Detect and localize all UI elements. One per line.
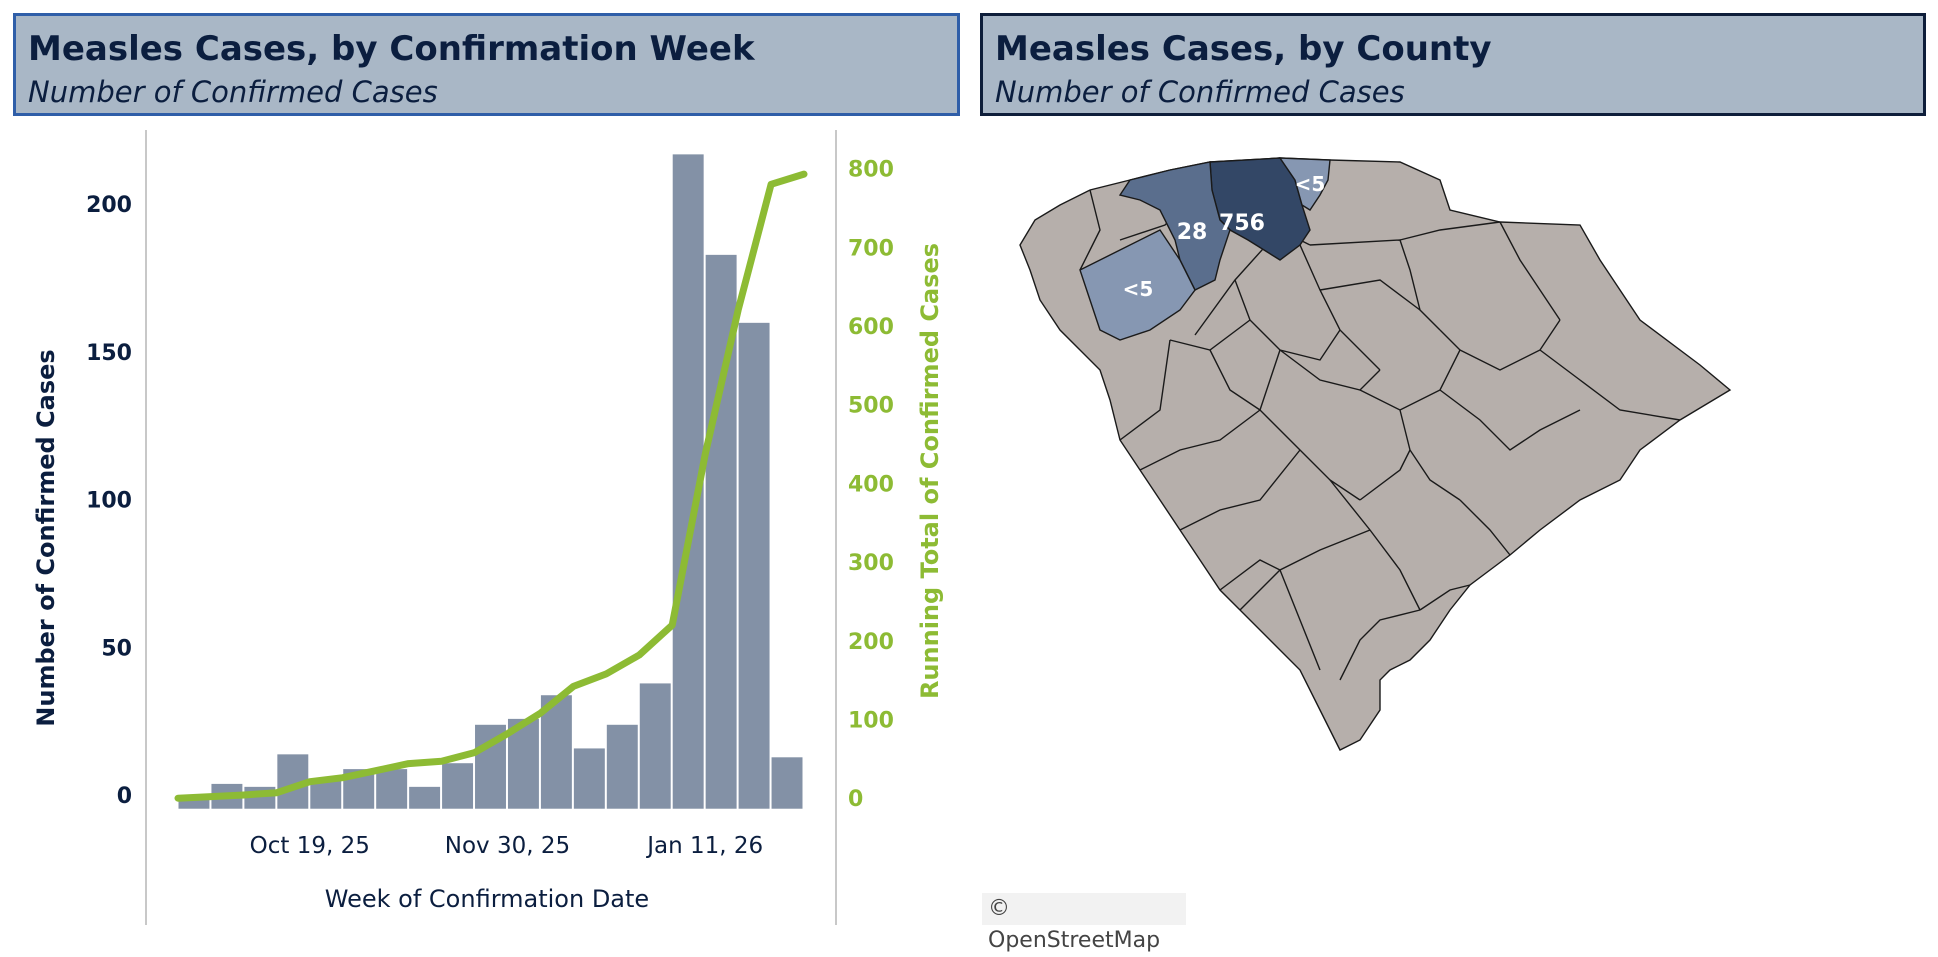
- y2-tick-label: 200: [848, 630, 894, 655]
- chart-title: Measles Cases, by Confirmation Week: [28, 29, 755, 69]
- county-mid[interactable]: [1118, 161, 1231, 291]
- bar[interactable]: [572, 747, 606, 810]
- bars-group: [177, 153, 804, 810]
- y2-tick-label: 0: [848, 787, 863, 812]
- county-label-lt5-west: <5: [1123, 277, 1154, 301]
- y-tick-label: 50: [101, 636, 132, 661]
- y2-tick-label: 500: [848, 394, 894, 419]
- x-tick-label: Nov 30, 25: [445, 833, 570, 859]
- county-map: 756 28 <5 <5: [1019, 157, 1732, 751]
- x-axis-ticks: Oct 19, 25 Nov 30, 25 Jan 11, 26: [250, 833, 763, 859]
- county-low-1[interactable]: [1278, 157, 1331, 211]
- bar[interactable]: [638, 682, 672, 810]
- weekly-cases-chart: 0 50 100 150 200 0 100 200 300 400 500 600 700 800 O…: [32, 130, 944, 925]
- county-label-28: 28: [1177, 220, 1208, 245]
- bar[interactable]: [375, 768, 409, 810]
- y-tick-label: 100: [86, 489, 132, 514]
- county-low-2[interactable]: [1079, 229, 1196, 341]
- x-tick-label: Oct 19, 25: [250, 833, 370, 859]
- county-borders: [1079, 161, 1681, 681]
- state-map-group: [1019, 157, 1732, 751]
- y2-axis-label: Running Total of Confirmed Cases: [916, 243, 944, 699]
- bar[interactable]: [539, 694, 573, 810]
- y-axis-label: Number of Confirmed Cases: [32, 349, 60, 726]
- y-tick-label: 150: [86, 341, 132, 366]
- county-label-lt5-north: <5: [1295, 172, 1326, 196]
- map-attribution[interactable]: © OpenStreetMap: [982, 893, 1186, 953]
- y2-axis-ticks: 0 100 200 300 400 500 600 700 800: [848, 158, 894, 813]
- county-label-756: 756: [1219, 211, 1265, 236]
- bar[interactable]: [737, 321, 771, 810]
- right-panel-header: Measles Cases, by County Number of Confi…: [980, 13, 1926, 116]
- bar[interactable]: [441, 762, 475, 810]
- y2-tick-label: 700: [848, 236, 894, 261]
- y2-tick-label: 400: [848, 472, 894, 497]
- y-axis-ticks: 0 50 100 150 200: [86, 193, 132, 809]
- map-subtitle: Number of Confirmed Cases: [995, 75, 1405, 109]
- bar[interactable]: [605, 723, 639, 810]
- y2-tick-label: 300: [848, 551, 894, 576]
- bar[interactable]: [309, 779, 343, 810]
- y2-tick-label: 800: [848, 158, 894, 183]
- map-title: Measles Cases, by County: [995, 29, 1492, 69]
- left-panel-header: Measles Cases, by Confirmation Week Numb…: [13, 13, 960, 116]
- y-tick-label: 200: [86, 193, 132, 218]
- bar[interactable]: [408, 785, 442, 810]
- bar[interactable]: [770, 756, 804, 810]
- running-total-line: [174, 170, 808, 802]
- x-axis-label: Week of Confirmation Date: [325, 885, 649, 913]
- y2-tick-label: 600: [848, 315, 894, 340]
- x-tick-label: Jan 11, 26: [645, 833, 763, 859]
- y2-tick-label: 100: [848, 708, 894, 733]
- chart-subtitle: Number of Confirmed Cases: [28, 75, 438, 109]
- y-tick-label: 0: [117, 784, 132, 809]
